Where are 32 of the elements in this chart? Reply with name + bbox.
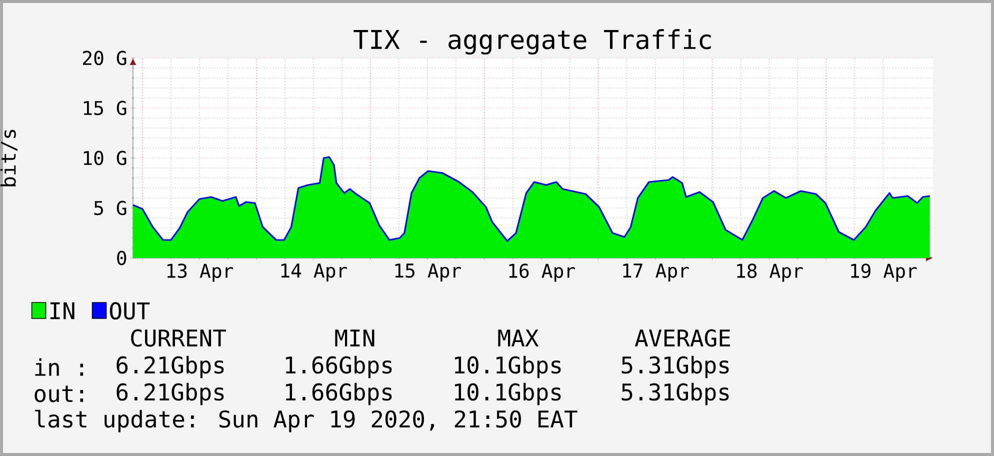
text: in : bbox=[35, 358, 84, 376]
y-tick-label: 5 G bbox=[94, 200, 126, 216]
legend-label: OUT bbox=[110, 302, 150, 320]
text: 1.66Gbps bbox=[286, 356, 392, 378]
x-tick-label: 15 Apr bbox=[395, 264, 461, 282]
chart-title: TIX - aggregate Traffic bbox=[354, 29, 711, 55]
x-tick-label: 16 Apr bbox=[509, 264, 575, 282]
legend-label: IN bbox=[50, 302, 74, 320]
text: 6.21Gbps bbox=[116, 382, 224, 406]
y-tick-label: 10 G bbox=[84, 150, 126, 166]
text: last update: Sun Apr 19 2020, 21:50 EAT bbox=[34, 410, 578, 432]
text: CURRENT bbox=[131, 329, 226, 347]
x-tick-label: 17 Apr bbox=[623, 264, 689, 282]
y-tick-label: 15 G bbox=[84, 100, 126, 116]
text: 6.21Gbps bbox=[116, 356, 224, 378]
y-tick-label: 20 G bbox=[83, 50, 126, 66]
text: MIN bbox=[335, 330, 374, 346]
text: 10.1Gbps bbox=[454, 382, 561, 406]
x-tick-label: 19 Apr bbox=[851, 264, 917, 282]
line-series bbox=[132, 156, 931, 242]
text: AVERAGE bbox=[634, 329, 730, 347]
y-tick-label: 0 bbox=[117, 250, 126, 266]
text: out: bbox=[34, 386, 84, 402]
x-tick-label: 13 Apr bbox=[167, 264, 234, 282]
x-tick-label: 14 Apr bbox=[281, 264, 348, 282]
x-tick-label: 18 Apr bbox=[737, 264, 803, 282]
text: MAX bbox=[498, 330, 539, 346]
text: 10.1Gbps bbox=[454, 356, 561, 378]
text: 5.31Gbps bbox=[622, 382, 729, 406]
text: 1.66Gbps bbox=[286, 382, 392, 406]
text: 5.31Gbps bbox=[622, 356, 729, 378]
y-axis-title: bit/s bbox=[0, 130, 18, 186]
